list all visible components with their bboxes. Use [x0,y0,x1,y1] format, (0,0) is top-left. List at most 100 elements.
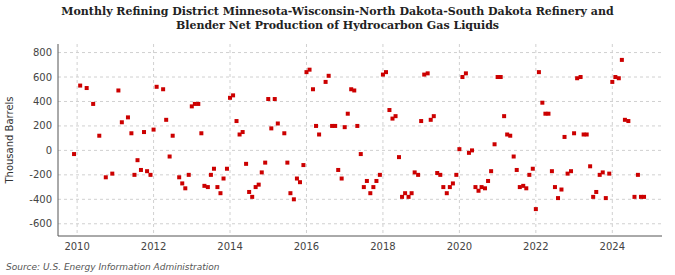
point [419,119,423,123]
y-tick-label: -400 [29,194,52,205]
point [493,142,497,146]
point [295,177,299,181]
point [104,175,108,179]
y-grid-line [58,52,662,53]
point [365,179,369,183]
point [168,155,172,159]
point [534,207,538,211]
source-note: Source: U.S. Energy Information Administ… [6,262,220,272]
point [282,131,286,135]
title-line: Blender Net Production of Hydrocarbon Ga… [176,19,499,32]
point [537,70,541,74]
point [429,118,433,122]
point [610,80,614,84]
point [620,58,624,62]
point [432,114,436,118]
x-tick-label: 2018 [370,241,395,252]
title: Monthly Refining District Minnesota-Wisc… [61,5,614,32]
point [445,191,449,195]
y-tick-label: -600 [29,218,52,229]
point [632,195,636,199]
x-tick-label: 2012 [141,241,166,252]
point [308,68,312,72]
y-tick-label: -200 [29,169,52,180]
point [480,185,484,189]
x-tick-label: 2010 [64,241,89,252]
point [397,155,401,159]
point [636,173,640,177]
y-grid-line [58,150,662,151]
point [454,173,458,177]
point [257,183,261,187]
x-tick-label: 2020 [447,241,472,252]
y-grid-line [58,77,662,78]
y-tick-label: 600 [33,72,52,83]
x-tick-label: 2024 [600,241,625,252]
point [110,172,114,176]
point [250,195,254,199]
point [387,108,391,112]
point [403,191,407,195]
point [215,185,219,189]
point [196,102,200,106]
point [333,124,337,128]
point [438,173,442,177]
point [285,161,289,165]
point [142,130,146,134]
point [556,196,560,200]
point [515,168,519,172]
point [355,124,359,128]
point [566,172,570,176]
points [72,58,646,211]
title-line: Monthly Refining District Minnesota-Wisc… [61,5,614,18]
point [486,179,490,183]
point [601,170,605,174]
point [460,75,464,79]
point [269,126,273,130]
point [136,158,140,162]
point [594,190,598,194]
point [311,87,315,91]
point [343,125,347,129]
x-tick-label: 2016 [294,241,319,252]
y-tick-label: 400 [33,96,52,107]
point [362,185,366,189]
point [152,128,156,132]
y-grid-line [58,223,662,224]
point [642,195,646,199]
point [407,195,411,199]
point [273,97,277,101]
point [374,179,378,183]
point [244,162,248,166]
point [139,168,143,172]
x-tick-label: 2014 [217,241,242,252]
point [359,152,363,156]
point [97,134,101,138]
x-grid-line [230,44,231,236]
y-grid-line [58,101,662,102]
point [413,170,417,174]
point [502,114,506,118]
point [448,185,452,189]
point [324,80,328,84]
point [317,132,321,136]
point [477,189,481,193]
y-tick-label: 0 [46,145,52,156]
point [524,186,528,190]
x-tick-label: 2022 [523,241,548,252]
point [231,93,235,97]
point [247,190,251,194]
point [540,101,544,105]
point [550,169,554,173]
y-grid-line [58,125,662,126]
point [617,76,621,80]
x-grid-line [77,44,78,236]
point [212,167,216,171]
point [85,86,89,90]
point [569,169,573,173]
point [171,134,175,138]
point [563,135,567,139]
point [572,131,576,135]
point [222,177,226,181]
point [464,71,468,75]
